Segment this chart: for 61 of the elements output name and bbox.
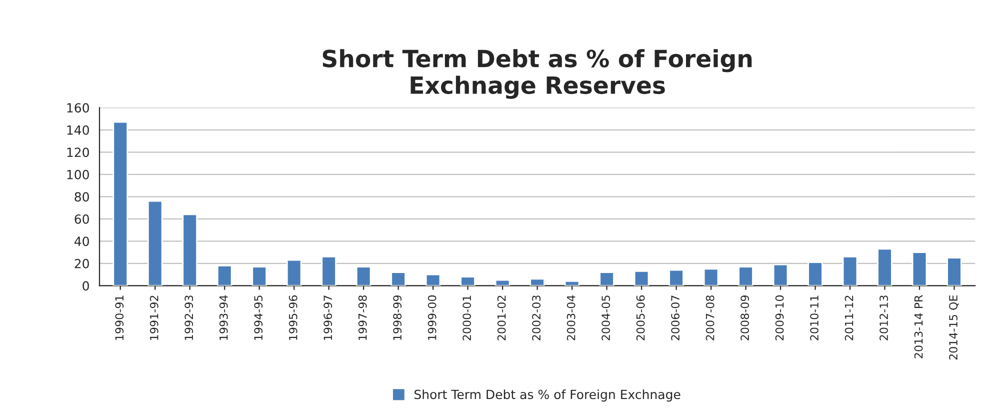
x-tick-label: 1998-99: [393, 295, 402, 340]
x-tick-label: 2006-07: [671, 296, 680, 340]
x-tick-label: 2012-13: [880, 296, 888, 340]
x-tick-label: 2007-08: [706, 295, 714, 340]
bar: [112, 121, 128, 286]
x-tick-label: 2002-03: [532, 296, 541, 340]
x-tick-label: 2001-02: [497, 296, 506, 340]
y-tick-label: 160: [67, 103, 89, 113]
bar: [808, 262, 823, 286]
legend-label: Short Term Debt as % of Foreign Exchnage: [414, 389, 680, 402]
x-tick-label: 1996-97: [324, 296, 332, 340]
y-tick-label: 140: [67, 125, 89, 135]
x-tick-label: 1999-00: [428, 295, 436, 340]
bar: [912, 252, 928, 286]
bar: [877, 248, 892, 286]
y-tick-label: 20: [74, 258, 89, 268]
x-tick-label: 2010-11: [810, 296, 818, 340]
bar: [460, 276, 476, 286]
bar: [738, 266, 754, 286]
bar: [634, 270, 650, 286]
x-tick-label: 2000-01: [462, 296, 472, 340]
x-tick-label: 2008-09: [740, 295, 749, 340]
bar: [356, 266, 372, 286]
bar: [321, 256, 336, 286]
bar: [182, 214, 198, 286]
x-tick-label: 1991-92: [150, 296, 158, 340]
bar: [252, 266, 267, 286]
bar: [390, 272, 406, 286]
x-tick-label: 1997-98: [358, 295, 367, 340]
y-tick-label: 0: [82, 281, 89, 291]
y-tick-label: 120: [67, 148, 89, 158]
bar: [946, 257, 962, 286]
bar: [286, 259, 302, 286]
bar: [703, 268, 719, 286]
bar: [668, 269, 684, 286]
x-tick-label: 2004-05: [602, 296, 610, 340]
bar: [425, 274, 441, 286]
chart-title: Short Term Debt as % of Foreign Exchnage Reserves: [322, 49, 752, 99]
x-tick-label: 2013-14 PR: [914, 295, 923, 358]
bar: [216, 264, 232, 286]
bar: [147, 200, 163, 286]
y-tick-label: 60: [74, 214, 89, 224]
y-tick-label: 80: [74, 192, 89, 202]
bar: [599, 272, 614, 286]
bar: [494, 279, 510, 286]
y-tick-label: 40: [74, 236, 89, 246]
bar: [842, 256, 858, 286]
x-tick-label: 1994-95: [254, 296, 263, 340]
x-tick-label: 2003-04: [566, 295, 576, 340]
x-tick-label: 1990-91: [115, 296, 124, 340]
x-tick-label: 2009-10: [775, 295, 784, 340]
x-tick-label: 1992-93: [184, 296, 194, 340]
x-tick-label: 1993-94: [219, 295, 228, 340]
bar: [530, 278, 545, 286]
bar: [772, 264, 788, 286]
x-tick-label: 1995-96: [288, 295, 298, 340]
x-tick-label: 2014-15 QE: [949, 295, 959, 360]
x-tick-label: 2011-12: [844, 296, 854, 340]
bar: [564, 280, 580, 286]
y-tick-label: 100: [67, 170, 89, 180]
x-tick-label: 2005-06: [636, 295, 645, 340]
